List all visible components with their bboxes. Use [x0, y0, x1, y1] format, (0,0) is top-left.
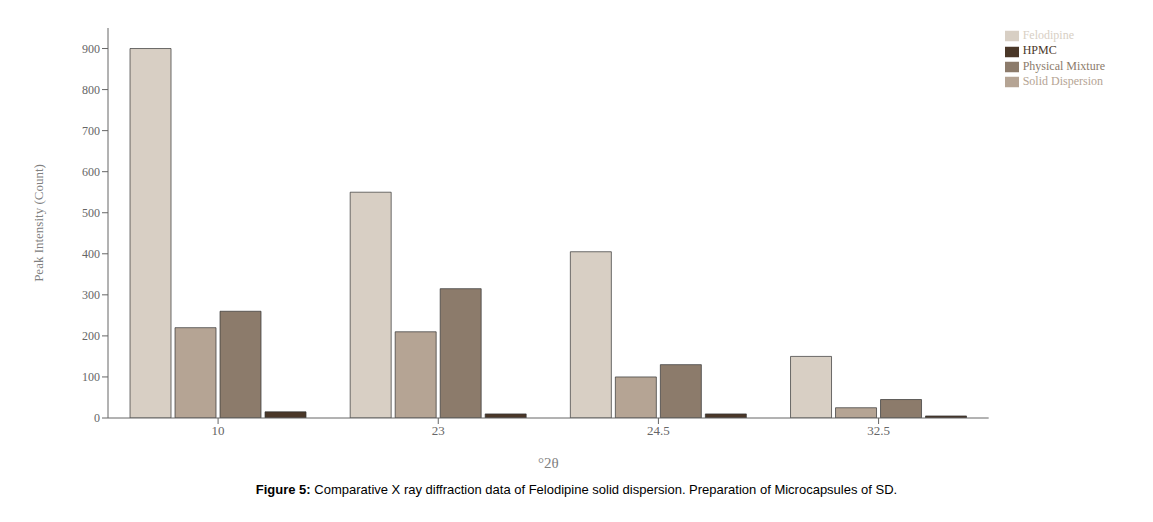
- html-text:Felodipine: Felodipine: [1022, 28, 1074, 42]
- html-text:HPMC: HPMC: [1022, 43, 1057, 58]
- html-text:Solid Dispersion: Solid Dispersion: [1022, 73, 1103, 88]
- svg-text:600: 600: [82, 165, 100, 179]
- svg-text:0: 0: [94, 411, 100, 425]
- svg-text:300: 300: [82, 288, 100, 302]
- svg-text:°2θ: °2θ: [538, 455, 559, 471]
- svg-text:100: 100: [82, 370, 100, 384]
- svg-text:200: 200: [82, 329, 100, 343]
- svg-text:24.5: 24.5: [647, 423, 670, 438]
- svg-text:10: 10: [212, 423, 225, 438]
- svg-text:700: 700: [82, 124, 100, 138]
- svg-text:32.5: 32.5: [867, 423, 890, 438]
- svg-text:Peak Intensity (Count): Peak Intensity (Count): [31, 164, 46, 282]
- svg-text:23: 23: [432, 423, 445, 438]
- svg-text:800: 800: [82, 83, 100, 97]
- svg-text:400: 400: [82, 247, 100, 261]
- svg-text:500: 500: [82, 206, 100, 220]
- svg-text:900: 900: [82, 42, 100, 56]
- html-text:Physical Mixture: Physical Mixture: [1022, 58, 1105, 73]
- html-text:Figure 5: Comparative X ray di: Figure 5: Comparative X ray diffraction …: [255, 482, 898, 497]
